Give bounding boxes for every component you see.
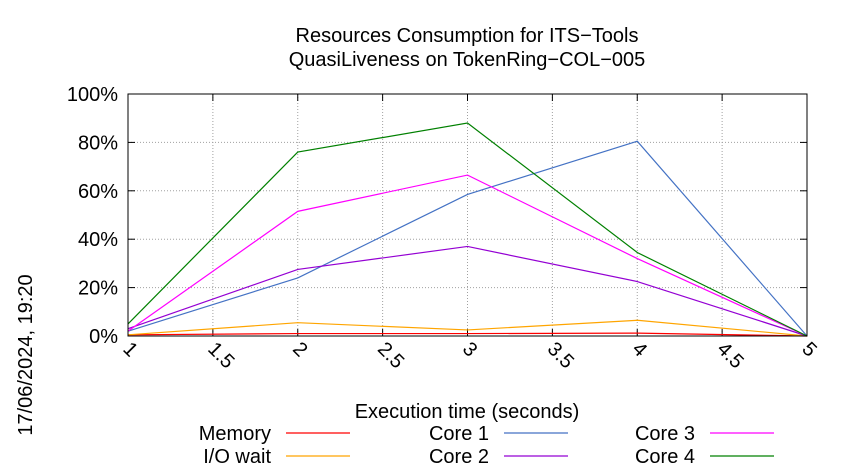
- x-tick-label: 3.5: [543, 338, 578, 373]
- x-tick-label: 2.5: [373, 338, 408, 373]
- x-tick-label: 2: [288, 338, 311, 361]
- legend-label: I/O wait: [203, 446, 271, 468]
- timestamp-label: 17/06/2024, 19:20: [15, 274, 37, 435]
- chart-title-line2: QuasiLiveness on TokenRing−COL−005: [289, 49, 646, 71]
- y-axis-ticks: 0% 20% 40% 60% 80% 100%: [67, 84, 807, 348]
- y-tick-label: 60%: [78, 181, 118, 203]
- chart-title-line1: Resources Consumption for ITS−Tools: [296, 25, 639, 47]
- legend-label: Core 2: [429, 446, 489, 468]
- legend-label: Core 1: [429, 423, 489, 445]
- legend-label: Core 3: [635, 423, 695, 445]
- series-line-core-1: [127, 140, 808, 337]
- y-tick-label: 20%: [78, 278, 118, 300]
- series-line-memory: [127, 332, 808, 337]
- x-tick-label: 1: [118, 338, 141, 361]
- x-tick-label: 1.5: [203, 338, 238, 373]
- legend-label: Memory: [199, 423, 271, 445]
- series-line-i-o-wait: [127, 319, 808, 337]
- y-tick-label: 80%: [78, 132, 118, 154]
- y-tick-label: 40%: [78, 229, 118, 251]
- x-tick-label: 5: [797, 338, 820, 361]
- series-lines: [127, 122, 808, 337]
- y-tick-label: 0%: [89, 326, 118, 348]
- x-tick-label: 4: [628, 338, 651, 361]
- series-line-core-4: [127, 122, 808, 337]
- legend-label: Core 4: [635, 446, 695, 468]
- y-tick-label: 100%: [67, 84, 118, 106]
- x-axis-ticks: 1 1.5 2 2.5 3 3.5 4 4.5 5: [118, 94, 821, 373]
- x-tick-label: 3: [458, 338, 481, 361]
- x-tick-label: 4.5: [713, 338, 748, 373]
- x-axis-label: Execution time (seconds): [355, 401, 580, 423]
- series-line-core-3: [127, 174, 808, 337]
- series-line-core-2: [127, 245, 808, 337]
- plot-border: [127, 93, 808, 337]
